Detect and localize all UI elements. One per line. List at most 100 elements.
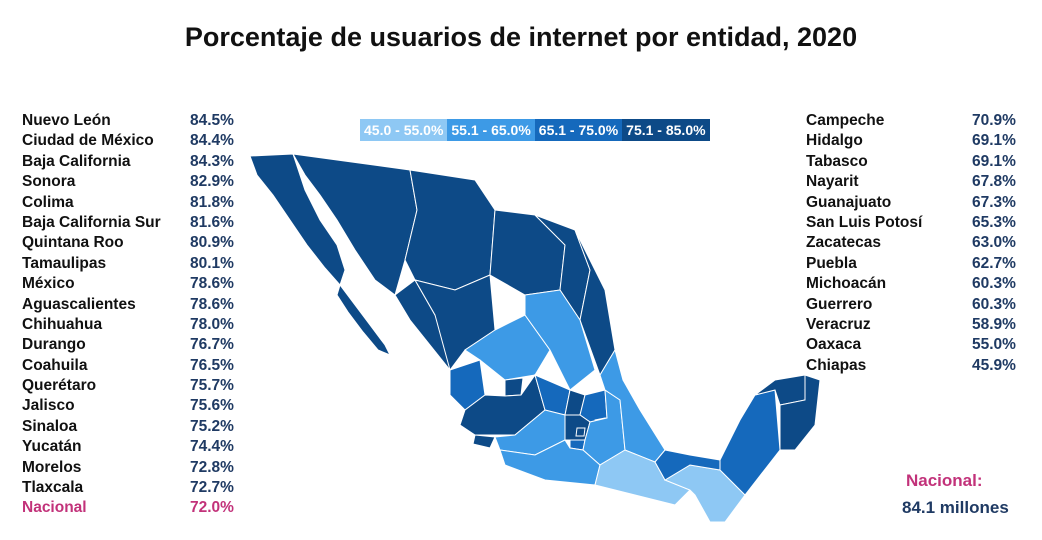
state-value: 67.3% [972,193,1016,211]
state-value: 58.9% [972,315,1016,333]
state-name: Chiapas [806,356,867,374]
state-row: Aguascalientes 78.6% [22,296,242,316]
state-row: Ciudad de México 84.4% [22,132,242,152]
state-value: 75.7% [190,377,234,395]
state-value: 78.0% [190,315,234,333]
state-name: Morelos [22,458,82,476]
state-name: Puebla [806,254,857,272]
state-row: Morelos 72.8% [22,459,242,479]
state-name: Coahuila [22,356,88,374]
state-name: Nayarit [806,173,859,191]
state-row: Hidalgo 69.1% [806,132,1026,152]
state-row: Tlaxcala 72.7% [22,479,242,499]
state-name: México [22,275,75,293]
state-name: Aguascalientes [22,295,136,313]
state-row: Zacatecas 63.0% [806,234,1026,254]
nacional-total-label: Nacional: [906,471,983,490]
state-value: 76.7% [190,336,234,354]
state-value: 55.0% [972,336,1016,354]
state-name: Sinaloa [22,417,78,435]
state-row: Nacional 72.0% [22,499,242,519]
state-row: Nuevo León 84.5% [22,112,242,132]
state-region-guerrero [499,439,601,486]
state-value: 75.6% [190,397,234,415]
state-value: 84.3% [190,152,234,170]
state-row: Yucatán 74.4% [22,438,242,458]
state-value: 72.7% [190,479,234,497]
chart-title: Porcentaje de usuarios de internet por e… [184,22,858,52]
state-name: Michoacán [806,275,887,293]
state-name: Nuevo León [22,112,111,129]
state-name: Guanajuato [806,193,892,211]
state-region-cdmx [575,427,586,437]
state-name: Colima [22,193,74,211]
nacional-total-value: 84.1 millones [902,498,1009,517]
state-row: Baja California 84.3% [22,153,242,173]
state-value: 80.9% [190,234,234,252]
state-name: Tamaulipas [22,254,107,272]
state-row: Tamaulipas 80.1% [22,255,242,275]
state-region-campeche [719,389,781,496]
state-row: Michoacán 60.3% [806,275,1026,295]
state-row: Guanajuato 67.3% [806,194,1026,214]
state-name: Baja California [22,152,131,170]
state-row: Guerrero 60.3% [806,296,1026,316]
state-name: Durango [22,336,86,354]
state-name: Hidalgo [806,132,863,150]
state-value: 76.5% [190,356,234,374]
state-name: Baja California Sur [22,213,161,231]
state-row: San Luis Potosí 65.3% [806,214,1026,234]
state-region-quintana-roo [779,374,821,451]
state-row: Quintana Roo 80.9% [22,234,242,254]
state-value: 81.6% [190,213,234,231]
state-value: 65.3% [972,213,1016,231]
state-row: Nayarit 67.8% [806,173,1026,193]
state-row: Veracruz 58.9% [806,316,1026,336]
state-row: Baja California Sur 81.6% [22,214,242,234]
state-name: Jalisco [22,397,75,415]
state-name: Campeche [806,112,885,129]
state-value: 60.3% [972,295,1016,313]
state-value: 78.6% [190,295,234,313]
state-value: 80.1% [190,254,234,272]
state-name: Ciudad de México [22,132,154,150]
state-name: Nacional [22,499,87,517]
state-value: 81.8% [190,193,234,211]
state-row: Sinaloa 75.2% [22,418,242,438]
state-region-colima [472,434,496,449]
state-row: Colima 81.8% [22,194,242,214]
legend-bin: 55.1 - 65.0% [447,119,535,141]
legend-bin: 75.1 - 85.0% [622,119,710,141]
state-name: Sonora [22,173,76,191]
state-name: Quintana Roo [22,234,124,252]
ranking-list-right: Campeche 70.9% Hidalgo 69.1% Tabasco 69.1% Nay… [806,112,1026,377]
state-row: Oaxaca 55.0% [806,336,1026,356]
state-value: 78.6% [190,275,234,293]
state-value: 45.9% [972,356,1016,374]
state-name: Tabasco [806,152,868,170]
state-row: México 78.6% [22,275,242,295]
state-value: 69.1% [972,152,1016,170]
ranking-list-left: Nuevo León 84.5% Ciudad de México 84.4% Baja… [22,112,242,520]
state-value: 60.3% [972,275,1016,293]
state-name: Oaxaca [806,336,862,354]
state-row: Chiapas 45.9% [806,357,1026,377]
state-value: 75.2% [190,417,234,435]
state-row: Sonora 82.9% [22,173,242,193]
state-region-baja-california-sur [336,283,392,356]
color-legend: 45.0 - 55.0% 55.1 - 65.0% 65.1 - 75.0% 75.1… [360,119,710,141]
state-value: 67.8% [972,173,1016,191]
state-row: Durango 76.7% [22,336,242,356]
state-value: 84.5% [190,112,234,129]
legend-bin: 45.0 - 55.0% [360,119,448,141]
state-value: 74.4% [190,438,234,456]
state-row: Querétaro 75.7% [22,377,242,397]
state-name: Guerrero [806,295,873,313]
state-region-chihuahua [404,169,496,291]
state-name: Chihuahua [22,315,103,333]
state-value: 72.0% [190,499,234,517]
state-name: Querétaro [22,377,97,395]
state-row: Tabasco 69.1% [806,153,1026,173]
state-value: 72.8% [190,458,234,476]
state-value: 70.9% [972,112,1016,129]
